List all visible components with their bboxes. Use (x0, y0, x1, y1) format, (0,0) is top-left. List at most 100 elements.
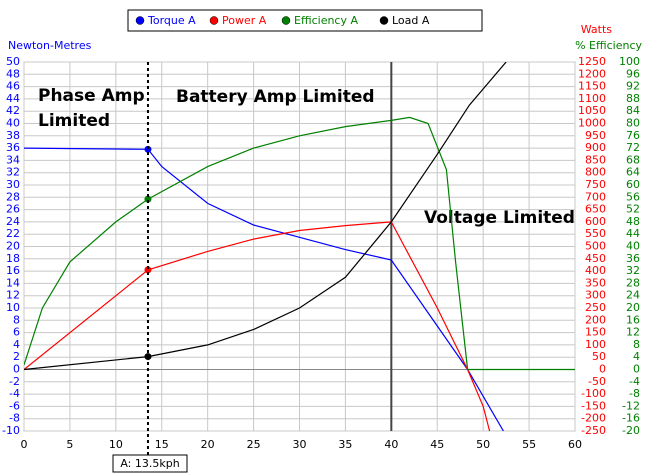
y3-tick-label: 8 (633, 338, 640, 351)
y2-tick-label: 500 (585, 240, 606, 253)
x-tick-label: 10 (109, 438, 123, 451)
annotation: Limited (38, 111, 110, 131)
x-tick-label: 35 (338, 438, 352, 451)
y3-tick-label: 12 (626, 326, 640, 339)
x-tick-label: 25 (247, 438, 261, 451)
y-tick-label: 50 (6, 55, 20, 68)
y3-tick-label: -20 (622, 424, 640, 437)
cursor-label-box (112, 454, 188, 473)
y3-tick-label: 40 (626, 240, 640, 253)
y3-tick-label: -12 (622, 399, 640, 412)
cursor-label: A: 13.5kph (120, 457, 179, 470)
series-line (24, 62, 507, 371)
y2-tick-label: 950 (585, 129, 606, 142)
series-line (24, 116, 575, 371)
y3-tick-label: 52 (626, 203, 640, 216)
y3-tick-label: 68 (626, 153, 640, 166)
y3-tick-label: 24 (626, 289, 640, 302)
y3-tick-label: 28 (626, 276, 640, 289)
y3-tick-label: 92 (626, 80, 640, 93)
y3-tick-label: 84 (626, 104, 640, 117)
y3-tick-label: 0 (633, 363, 640, 376)
y-tick-label: 38 (6, 129, 20, 142)
y2-tick-label: 400 (585, 264, 606, 277)
y2-tick-label: 150 (585, 326, 606, 339)
y-tick-label: 40 (6, 117, 20, 130)
y3-tick-label: 88 (626, 92, 640, 105)
y3-tick-label: 20 (626, 301, 640, 314)
y2-tick-label: 1100 (578, 92, 606, 105)
y3-tick-label: -8 (629, 387, 640, 400)
y3-tick-label: 96 (626, 67, 640, 80)
y-tick-label: -10 (2, 424, 20, 437)
y2-tick-label: 700 (585, 190, 606, 203)
cursor-marker (144, 195, 152, 203)
y2-tick-label: 800 (585, 166, 606, 179)
y3-tick-label: 64 (626, 166, 640, 179)
y-tick-label: 44 (6, 92, 20, 105)
y-tick-label: 26 (6, 203, 20, 216)
y2-tick-label: 0 (599, 363, 606, 376)
x-tick-label: 15 (155, 438, 169, 451)
y-tick-label: 34 (6, 153, 20, 166)
y2-tick-label: -150 (581, 399, 606, 412)
legend-marker (281, 16, 291, 25)
cursor-marker (144, 145, 152, 153)
legend-marker (379, 16, 389, 25)
y3-tick-label: 60 (626, 178, 640, 191)
legend-marker (135, 16, 145, 25)
y-tick-label: 10 (6, 301, 20, 314)
legend (127, 9, 483, 32)
y3-tick-label: 4 (633, 350, 640, 363)
y-tick-label: -4 (9, 387, 20, 400)
y2-tick-label: -50 (588, 375, 606, 388)
y-tick-label: 16 (6, 264, 20, 277)
annotation: Phase Amp (38, 86, 145, 106)
y-tick-label: 12 (6, 289, 20, 302)
annotation: Voltage Limited (424, 208, 575, 228)
y3-axis-title: % Efficiency (575, 39, 642, 52)
annotation: Battery Amp Limited (176, 87, 375, 107)
y3-tick-label: 32 (626, 264, 640, 277)
y2-tick-label: 750 (585, 178, 606, 191)
y3-tick-label: 44 (626, 227, 640, 240)
y-tick-label: 14 (6, 276, 20, 289)
y3-tick-label: -4 (629, 375, 640, 388)
y2-tick-label: 100 (585, 338, 606, 351)
series-line (24, 147, 504, 431)
x-tick-label: 40 (384, 438, 398, 451)
y-tick-label: 2 (13, 350, 20, 363)
y2-tick-label: 300 (585, 289, 606, 302)
y2-tick-label: 850 (585, 153, 606, 166)
y-tick-label: -8 (9, 412, 20, 425)
cursor-marker (144, 266, 152, 274)
x-tick-label: 20 (201, 438, 215, 451)
y-tick-label: 20 (6, 240, 20, 253)
x-tick-label: 60 (568, 438, 582, 451)
y2-tick-label: 550 (585, 227, 606, 240)
y-tick-label: 48 (6, 67, 20, 80)
y3-tick-label: 48 (626, 215, 640, 228)
y2-tick-label: -200 (581, 412, 606, 425)
y-tick-label: 0 (13, 363, 20, 376)
y2-tick-label: 450 (585, 252, 606, 265)
x-tick-label: 30 (293, 438, 307, 451)
y2-tick-label: 900 (585, 141, 606, 154)
y3-tick-label: 36 (626, 252, 640, 265)
y-tick-label: 24 (6, 215, 20, 228)
y-tick-label: 22 (6, 227, 20, 240)
y2-axis-title: Watts (581, 23, 613, 36)
y-tick-label: 36 (6, 141, 20, 154)
legend-label: Load A (392, 14, 430, 27)
y-tick-label: 8 (13, 313, 20, 326)
series-line (24, 221, 491, 431)
y2-tick-label: -100 (581, 387, 606, 400)
y-axis-title: Newton-Metres (8, 39, 92, 52)
y2-tick-label: 350 (585, 276, 606, 289)
y3-tick-label: 72 (626, 141, 640, 154)
y-tick-label: -2 (9, 375, 20, 388)
x-tick-label: 0 (21, 438, 28, 451)
y3-tick-label: 80 (626, 117, 640, 130)
y3-tick-label: 56 (626, 190, 640, 203)
